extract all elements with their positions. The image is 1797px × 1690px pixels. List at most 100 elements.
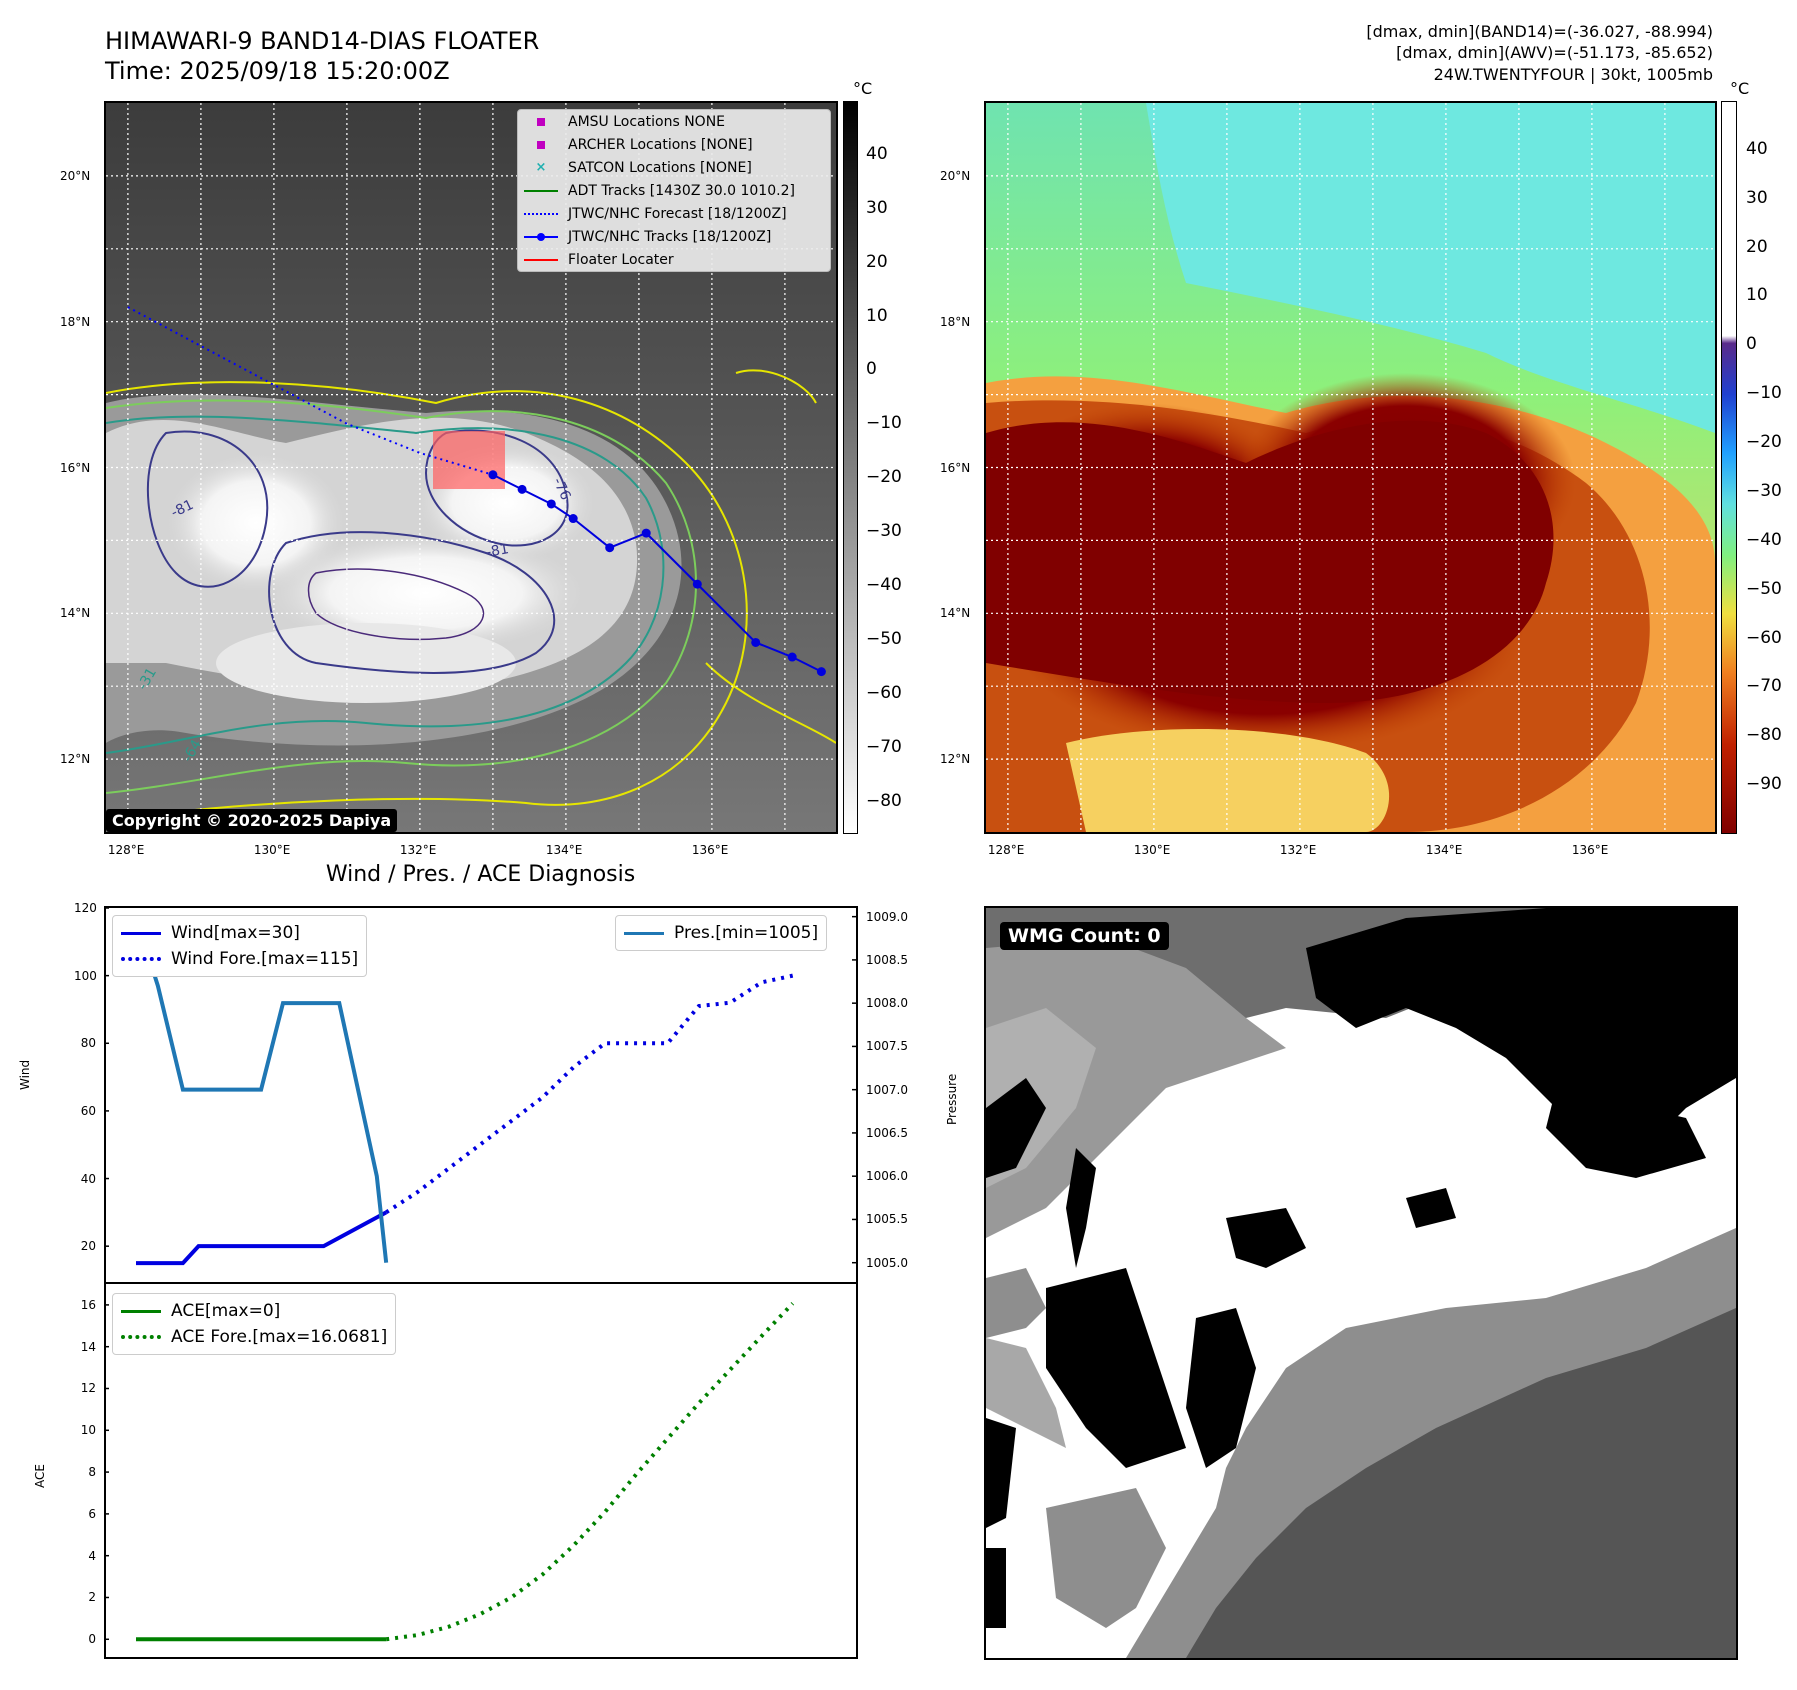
- jtwc-track-line: [492, 473, 822, 673]
- colorbar-tick-label: 0: [1746, 334, 1757, 355]
- floater-line-icon: [524, 258, 558, 261]
- colorbar-tick-label: 30: [866, 197, 888, 218]
- awv-map-panel: [984, 101, 1717, 834]
- ir-colorbar-unit: °C: [853, 79, 873, 98]
- wind-tick-label: 60: [80, 1103, 96, 1118]
- lat-tick-label: 16°N: [60, 460, 91, 475]
- colorbar-tick-label: 40: [866, 143, 888, 164]
- lat-tick-label: 20°N: [940, 168, 971, 183]
- lat-tick-label: 14°N: [60, 606, 91, 621]
- wind-tick-label: 100: [74, 968, 97, 983]
- pres-line-icon: [624, 931, 664, 935]
- track-point: [751, 637, 761, 647]
- pres-tick-label: 1006.5: [866, 1125, 908, 1140]
- ir-colorbar: [843, 101, 858, 834]
- ace-ylabel: ACE: [33, 1464, 47, 1488]
- info-storm: 24W.TWENTYFOUR | 30kt, 1005mb: [1433, 65, 1713, 84]
- pres-tick-label: 1008.0: [866, 996, 908, 1011]
- track-point: [641, 528, 651, 538]
- adt-line-icon: [524, 189, 558, 192]
- colorbar-tick-label: −20: [866, 467, 902, 488]
- ace-tick-label: 2: [88, 1590, 96, 1605]
- ace-tick-label: 8: [88, 1465, 96, 1480]
- pres-tick-label: 1005.0: [866, 1255, 908, 1270]
- colorbar-tick-label: −80: [1746, 725, 1782, 746]
- ace-tick-label: 14: [80, 1339, 96, 1354]
- colorbar-tick-label: −40: [866, 575, 902, 596]
- colorbar-tick-label: −30: [1746, 480, 1782, 501]
- series-line-wind-fore-: [385, 973, 794, 1215]
- pres-legend: Pres.[min=1005]: [615, 915, 828, 951]
- ace-fore-line-icon: [121, 1335, 161, 1339]
- colorbar-tick-label: 40: [1746, 138, 1768, 159]
- lat-tick-label: 14°N: [940, 606, 971, 621]
- colorbar-tick-label: 10: [866, 305, 888, 326]
- track-point: [517, 484, 527, 494]
- ace-tick-label: 10: [80, 1423, 96, 1438]
- colorbar-tick-label: −50: [1746, 578, 1782, 599]
- series-line-pres-: [134, 916, 389, 1263]
- awv-colorbar: [1721, 101, 1737, 834]
- lon-tick-label: 136°E: [691, 843, 729, 857]
- ace-tick-label: 16: [80, 1297, 96, 1312]
- lon-tick-label: 130°E: [253, 843, 291, 857]
- legend-item: AMSU Locations NONE: [518, 110, 830, 133]
- colorbar-tick-label: −40: [1746, 529, 1782, 550]
- lon-tick-label: 128°E: [987, 843, 1025, 857]
- wind-fore-line-icon: [121, 957, 161, 961]
- ace-tick-label: 0: [88, 1632, 96, 1647]
- colorbar-tick-label: 20: [1746, 236, 1768, 257]
- copyright-label: Copyright © 2020-2025 Dapiya: [106, 809, 398, 832]
- lon-tick-label: 134°E: [545, 843, 583, 857]
- legend-item: ACE[max=0]: [121, 1298, 387, 1324]
- wind-tick-label: 20: [80, 1239, 96, 1254]
- floater-locater-box: [433, 431, 505, 489]
- track-point: [568, 514, 578, 524]
- archer-square-icon: [537, 140, 545, 149]
- wind-legend: Wind[max=30] Wind Fore.[max=115]: [112, 915, 368, 977]
- colorbar-tick-label: 30: [1746, 187, 1768, 208]
- legend-item: Wind[max=30]: [121, 920, 358, 946]
- track-point: [546, 499, 556, 509]
- colorbar-tick-label: −20: [1746, 432, 1782, 453]
- track-point: [488, 470, 498, 480]
- ace-tick-label: 6: [88, 1506, 96, 1521]
- lat-tick-label: 16°N: [940, 460, 971, 475]
- colorbar-tick-label: −50: [866, 628, 902, 649]
- track-point: [787, 652, 797, 662]
- colorbar-tick-label: −70: [1746, 676, 1782, 697]
- lat-tick-label: 12°N: [940, 752, 971, 767]
- series-line-ace-fore-: [385, 1302, 795, 1642]
- ace-legend: ACE[max=0] ACE Fore.[max=16.0681]: [112, 1293, 397, 1355]
- awv-map-image: [986, 103, 1715, 832]
- figure-title: HIMAWARI-9 BAND14-DIAS FLOATER: [105, 27, 540, 55]
- legend-item: JTWC/NHC Forecast [18/1200Z]: [518, 202, 830, 225]
- colorbar-tick-label: −60: [866, 682, 902, 703]
- wind-tick-label: 80: [80, 1036, 96, 1051]
- pres-tick-label: 1008.5: [866, 952, 908, 967]
- wind-tick-label: 40: [80, 1171, 96, 1186]
- satcon-x-icon: ×: [535, 160, 547, 175]
- lon-tick-label: 134°E: [1425, 843, 1463, 857]
- lat-tick-label: 12°N: [60, 752, 91, 767]
- wind-ylabel: Wind: [18, 1059, 32, 1090]
- track-point: [816, 667, 826, 677]
- pres-tick-label: 1006.0: [866, 1169, 908, 1184]
- pres-ylabel: Pressure: [945, 1073, 959, 1125]
- colorbar-tick-label: −60: [1746, 627, 1782, 648]
- legend-item: Wind Fore.[max=115]: [121, 946, 358, 972]
- diagnosis-chart: [104, 906, 858, 1659]
- lon-tick-label: 136°E: [1571, 843, 1609, 857]
- pres-tick-label: 1007.0: [866, 1082, 908, 1097]
- ir-map-panel: -81 -76 -81 -31 -64 AMSU Locations NONE …: [104, 101, 838, 834]
- info-awv: [dmax, dmin](AWV)=(-51.173, -85.652): [1396, 43, 1713, 62]
- legend-item: Floater Locater: [518, 248, 830, 271]
- legend-item: × SATCON Locations [NONE]: [518, 156, 830, 179]
- wind-tick-label: 120: [74, 901, 97, 915]
- legend-item: ARCHER Locations [NONE]: [518, 133, 830, 156]
- ace-tick-label: 4: [88, 1548, 96, 1563]
- lon-tick-label: 132°E: [1279, 843, 1317, 857]
- figure-time: Time: 2025/09/18 15:20:00Z: [105, 57, 450, 85]
- pres-tick-label: 1009.0: [866, 909, 908, 924]
- lon-tick-label: 130°E: [1133, 843, 1171, 857]
